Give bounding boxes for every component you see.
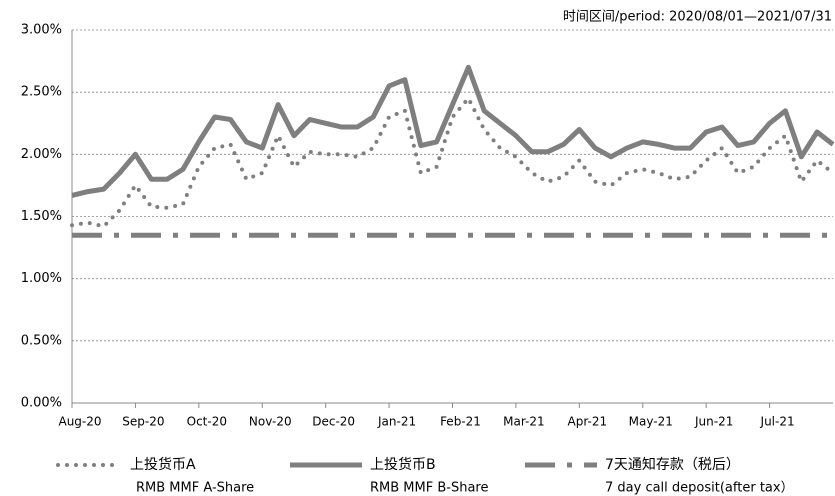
x-tick-label: Jan-21 [377, 415, 416, 429]
x-tick-label: Dec-20 [312, 415, 355, 429]
legend-label-en: RMB MMF B-Share [370, 481, 488, 496]
x-tick-label: Aug-20 [58, 415, 101, 429]
legend-label-en: 7 day call deposit(after tax） [605, 481, 794, 496]
x-tick-label: Sep-20 [122, 415, 164, 429]
legend-label: 上投货币A [130, 456, 196, 473]
x-tick-label: Apr-21 [568, 415, 608, 429]
legend-label: 上投货币B [370, 456, 436, 473]
x-tick-label: Feb-21 [440, 415, 481, 429]
y-tick-label: 2.50% [21, 85, 62, 100]
x-tick-label: Jun-21 [694, 415, 733, 429]
series-line [71, 64, 835, 198]
legend-label-en: RMB MMF A-Share [136, 481, 254, 496]
y-tick-label: 1.00% [21, 271, 62, 286]
y-tick-label: 2.00% [21, 147, 62, 162]
y-tick-label: 1.50% [21, 209, 62, 224]
legend-label: 7天通知存款（税后） [605, 456, 740, 473]
y-tick-label: 0.50% [21, 333, 62, 348]
x-tick-label: May-21 [629, 415, 673, 429]
series-line [70, 94, 835, 229]
y-tick-label: 3.00% [21, 23, 62, 38]
y-tick-label: 0.00% [21, 396, 62, 411]
x-tick-label: Nov-20 [249, 415, 292, 429]
x-tick-label: Oct-20 [187, 415, 227, 429]
x-tick-label: Mar-21 [503, 415, 544, 429]
period-annotation: 时间区间/period: 2020/08/01—2021/07/31 [563, 10, 832, 25]
x-tick-label: Jul-21 [760, 415, 795, 429]
